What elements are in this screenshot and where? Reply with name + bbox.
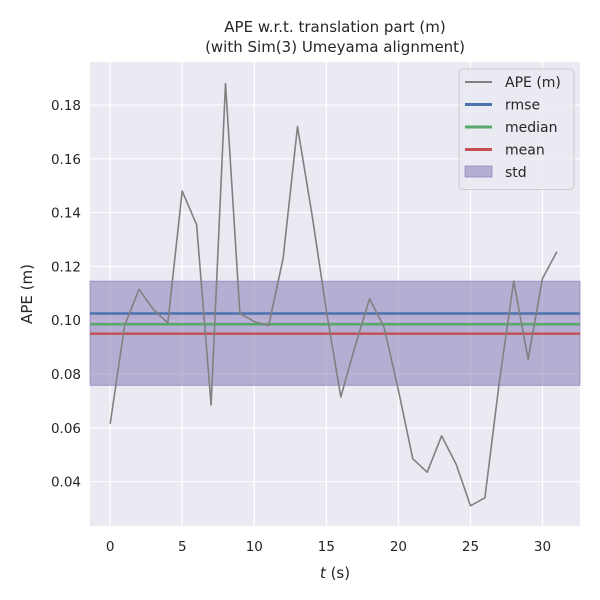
x-axis-label: t (s) — [320, 564, 350, 582]
x-axis-variable: t — [320, 564, 327, 582]
legend-label: rmse — [505, 98, 540, 114]
legend-label: std — [505, 165, 527, 181]
y-tick-label: 0.08 — [51, 367, 81, 383]
x-tick-label: 10 — [246, 539, 263, 555]
legend-label: APE (m) — [505, 75, 561, 91]
stat-lines — [90, 312, 580, 335]
x-tick-label: 20 — [390, 539, 407, 555]
legend-box — [458, 68, 575, 190]
x-tick-label: 30 — [534, 539, 551, 555]
y-tick-label: 0.18 — [51, 98, 81, 114]
y-tick-label: 0.12 — [51, 259, 81, 275]
chart-subtitle: (with Sim(3) Umeyama alignment) — [205, 38, 465, 56]
x-tick-labels: 0 5 10 15 20 25 30 — [106, 539, 551, 555]
series-lines — [109, 82, 558, 507]
series-line-ape — [109, 82, 558, 507]
legend-label: mean — [505, 143, 545, 159]
y-tick-labels: 0.04 0.06 0.08 0.10 0.12 0.14 0.16 0.18 — [51, 98, 81, 491]
legend: APE (m) rmse median mean std — [458, 68, 575, 190]
legend-swatch-std — [464, 165, 493, 178]
y-tick-label: 0.04 — [51, 475, 81, 491]
x-tick-label: 25 — [462, 539, 479, 555]
y-tick-label: 0.10 — [51, 313, 81, 329]
x-axis-unit: (s) — [326, 564, 350, 582]
legend-label: median — [505, 120, 557, 136]
y-tick-label: 0.14 — [51, 206, 81, 222]
y-axis-label: APE (m) — [18, 264, 36, 324]
chart-title: APE w.r.t. translation part (m) — [224, 18, 445, 36]
x-tick-label: 5 — [178, 539, 187, 555]
x-tick-label: 0 — [106, 539, 115, 555]
y-tick-label: 0.06 — [51, 421, 81, 437]
y-tick-label: 0.16 — [51, 152, 81, 168]
x-tick-label: 15 — [318, 539, 335, 555]
